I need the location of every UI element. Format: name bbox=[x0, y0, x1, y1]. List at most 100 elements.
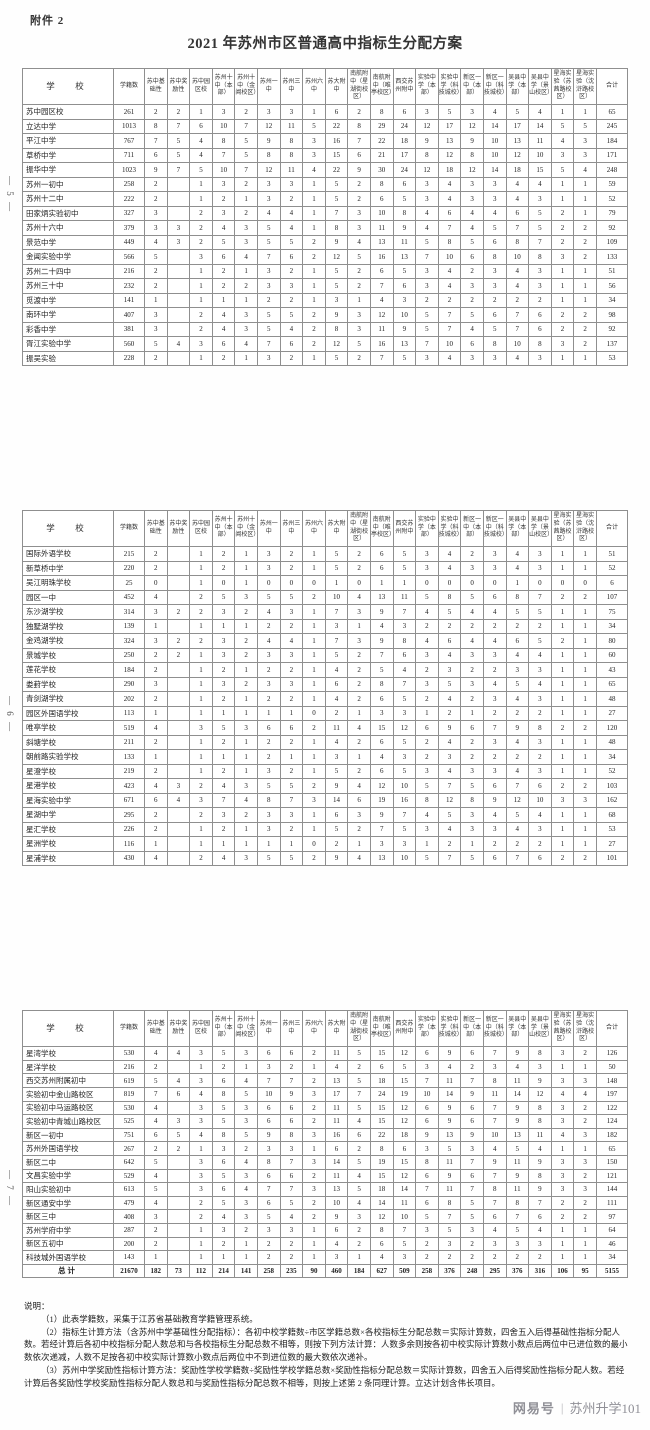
value-cell bbox=[166, 618, 191, 635]
column-header: 实验中学（科技城校） bbox=[437, 67, 462, 106]
value-cell: 6 bbox=[528, 850, 552, 867]
value-cell: 8 bbox=[347, 118, 371, 135]
value-cell: 3 bbox=[573, 133, 597, 149]
value-cell: 3 bbox=[256, 191, 281, 207]
value-cell: 3 bbox=[279, 1222, 304, 1238]
value-cell: 7 bbox=[437, 307, 462, 323]
value-cell: 2 bbox=[415, 691, 439, 707]
value-cell: 1 bbox=[302, 749, 326, 765]
school-name-cell: 实验初中青城山路校区 bbox=[22, 1114, 114, 1129]
value-cell: 4 bbox=[144, 234, 168, 251]
value-cell: 79 bbox=[596, 205, 628, 222]
table-row: 金鸡湖学校 324 3 2 2 3 2 4 4 1 7 3 9 8 4 6 4 4 6 5 2 1 80 bbox=[22, 633, 628, 649]
value-cell: 29 bbox=[369, 118, 394, 135]
column-header: 学籍数 bbox=[113, 509, 145, 548]
value-cell: 7 bbox=[505, 778, 530, 794]
column-header: 苏州一中 bbox=[256, 1009, 281, 1048]
value-cell: 16 bbox=[392, 792, 417, 809]
value-cell: 1 bbox=[550, 691, 575, 707]
column-header: 新区一中（本部） bbox=[460, 67, 484, 106]
value-cell: 4 bbox=[144, 1168, 168, 1184]
value-cell: 9 bbox=[528, 1182, 552, 1197]
value-cell: 3 bbox=[415, 546, 439, 562]
value-cell: 4 bbox=[505, 176, 530, 193]
table-row: 景范中学 449 4 3 2 5 3 5 5 2 9 4 13 11 5 8 5 6 8 7 2 2 109 bbox=[22, 234, 628, 251]
value-cell: 8 bbox=[369, 176, 394, 193]
value-cell: 3 bbox=[460, 176, 484, 193]
value-cell: 3 bbox=[460, 278, 484, 294]
value-cell: 202 bbox=[113, 691, 145, 707]
column-header: 星海实验（苏茜路校区） bbox=[550, 1009, 575, 1048]
value-cell: 7 bbox=[505, 220, 530, 236]
value-cell: 0 bbox=[573, 575, 597, 591]
value-cell: 4 bbox=[234, 1154, 258, 1170]
school-name-cell: 莲花学校 bbox=[22, 662, 114, 678]
value-cell: 6 bbox=[369, 734, 394, 751]
value-cell: 3 bbox=[256, 1059, 281, 1075]
value-cell: 1 bbox=[347, 836, 371, 852]
value-cell: 525 bbox=[113, 1114, 145, 1129]
column-header: 南航附中（星湖街校区） bbox=[347, 1009, 371, 1048]
value-cell: 2 bbox=[279, 1059, 304, 1075]
value-cell: 2 bbox=[573, 249, 597, 265]
column-header: 吴县中学（景山校区） bbox=[528, 1009, 552, 1048]
value-cell: 3 bbox=[415, 560, 439, 577]
value-cell: 5 bbox=[347, 336, 371, 352]
value-cell: 2 bbox=[482, 662, 507, 678]
value-cell: 2 bbox=[279, 691, 304, 707]
value-cell: 3 bbox=[347, 604, 371, 620]
value-cell: 18 bbox=[437, 162, 462, 178]
value-cell: 4 bbox=[347, 1168, 371, 1184]
value-cell: 9 bbox=[505, 1114, 530, 1129]
value-cell: 3 bbox=[482, 191, 507, 207]
value-cell: 5 bbox=[234, 1086, 258, 1102]
value-cell: 10 bbox=[392, 1209, 417, 1224]
value-cell: 1 bbox=[302, 1059, 326, 1075]
value-cell: 200 bbox=[113, 1236, 145, 1252]
value-cell: 2 bbox=[347, 191, 371, 207]
value-cell: 6 bbox=[279, 336, 304, 352]
value-cell: 12 bbox=[256, 162, 281, 178]
value-cell: 107 bbox=[596, 589, 628, 606]
table-row: 朝前路实验学校 133 1 1 1 1 2 1 1 3 1 4 3 2 3 2 2 2 2 1 1 34 bbox=[22, 749, 628, 765]
value-cell: 7 bbox=[324, 633, 349, 649]
value-cell: 613 bbox=[113, 1182, 145, 1197]
value-cell: 1 bbox=[189, 191, 213, 207]
value-cell: 6 bbox=[415, 1168, 439, 1184]
value-cell: 0 bbox=[302, 836, 326, 852]
value-cell: 106 bbox=[550, 1263, 575, 1279]
value-cell: 2 bbox=[279, 560, 304, 577]
value-cell: 5 bbox=[324, 763, 349, 780]
value-cell: 3 bbox=[144, 205, 168, 222]
value-cell: 2 bbox=[144, 1141, 168, 1156]
value-cell: 148 bbox=[596, 1073, 628, 1088]
value-cell: 7 bbox=[324, 604, 349, 620]
value-cell: 1 bbox=[550, 821, 575, 838]
value-cell: 3 bbox=[347, 633, 371, 649]
value-cell: 5 bbox=[392, 191, 417, 207]
value-cell: 3 bbox=[279, 647, 304, 664]
value-cell: 5 bbox=[482, 220, 507, 236]
value-cell: 1 bbox=[347, 705, 371, 722]
value-cell: 1 bbox=[573, 691, 597, 707]
value-cell: 1 bbox=[234, 1059, 258, 1075]
value-cell: 5 bbox=[437, 676, 462, 693]
value-cell: 4 bbox=[189, 133, 213, 149]
value-cell: 2 bbox=[550, 633, 575, 649]
value-cell: 1 bbox=[189, 763, 213, 780]
value-cell: 2 bbox=[437, 1250, 462, 1265]
value-cell: 2 bbox=[573, 1046, 597, 1061]
value-cell: 1 bbox=[460, 836, 484, 852]
value-cell: 7 bbox=[234, 118, 258, 135]
column-header: 西交苏州附中 bbox=[392, 67, 417, 106]
value-cell: 2 bbox=[189, 589, 213, 606]
value-cell: 2 bbox=[166, 647, 191, 664]
value-cell: 22 bbox=[369, 133, 394, 149]
value-cell: 14 bbox=[528, 118, 552, 135]
school-name-cell: 青剑湖学校 bbox=[22, 691, 114, 707]
value-cell: 2 bbox=[550, 778, 575, 794]
value-cell: 4 bbox=[528, 104, 552, 120]
value-cell: 258 bbox=[256, 1263, 281, 1279]
value-cell: 2 bbox=[573, 778, 597, 794]
value-cell: 4 bbox=[256, 604, 281, 620]
